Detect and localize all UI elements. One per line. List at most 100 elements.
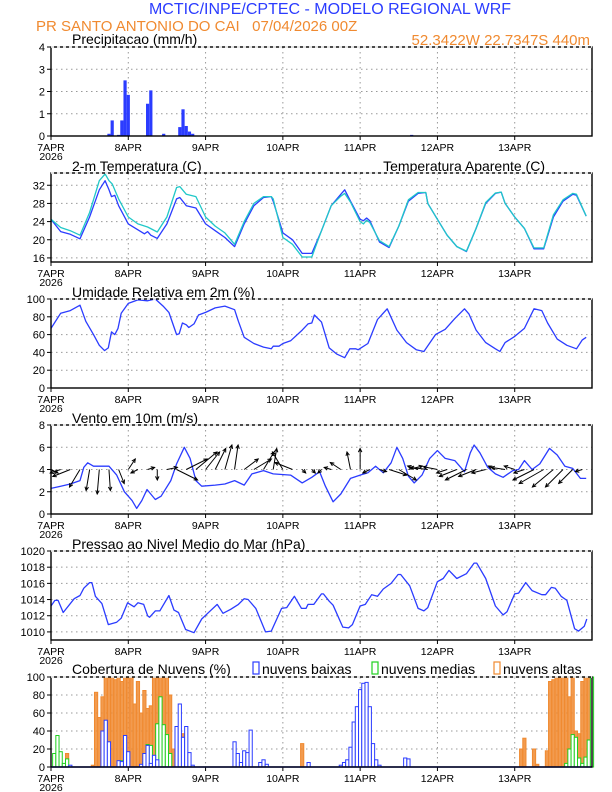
wind-vector-head	[489, 465, 496, 471]
cloud-bar-nuvens-baixas	[348, 746, 353, 768]
wind-vector-head	[212, 451, 218, 456]
wind-vector	[118, 469, 125, 484]
wind-vector-head	[329, 461, 335, 467]
legend-swatch-high	[493, 661, 501, 675]
cloud-title: Cobertura de Nuvens (%)	[72, 661, 231, 677]
wind-vector	[558, 469, 574, 484]
y-tick-label: 0	[39, 509, 45, 521]
cloud-bar-nuvens-altas	[557, 676, 562, 768]
cloud-bar-nuvens-baixas	[354, 706, 360, 768]
legend-low: nuvens baixas	[262, 661, 352, 677]
cloud-bar-nuvens-baixas	[367, 706, 372, 768]
rh-frame	[50, 298, 593, 389]
wind-vector-head	[84, 486, 89, 492]
x-tick-label: 9APR	[192, 268, 220, 280]
cloud-bar-nuvens-medias	[573, 736, 578, 768]
wind-vector-head	[68, 482, 74, 488]
wind-vector	[85, 469, 91, 491]
y-tick-label: 80	[33, 690, 45, 702]
x-tick-label: 13APR	[498, 142, 532, 154]
cloud-bar-nuvens-medias	[577, 757, 582, 768]
cloud-bar-nuvens-baixas	[103, 719, 108, 768]
wind-vector	[274, 462, 293, 470]
cloud-bar-nuvens-baixas	[126, 751, 131, 768]
x-tick-label: 12APR	[421, 646, 455, 658]
cloud-bar-nuvens-baixas	[155, 759, 160, 768]
main-title: MCTIC/INPE/CPTEC - MODELO REGIONAL WRF	[149, 1, 511, 18]
pressure-line-0	[50, 562, 588, 634]
wind-vector-head	[406, 465, 412, 470]
wind-vector-head	[323, 466, 329, 471]
precip-bar	[120, 120, 124, 136]
x-year-label: 2026	[39, 655, 63, 667]
wind-vector-head	[418, 464, 424, 469]
x-tick-label: 11APR	[344, 520, 377, 532]
wind-vector-head	[131, 458, 136, 464]
wind-vector-head	[51, 473, 57, 478]
wind-vector	[69, 469, 81, 488]
wind-vector	[545, 469, 564, 488]
x-tick-label: 7APR	[37, 142, 65, 154]
x-tick-label: 10APR	[266, 394, 300, 406]
wind-vector-head	[107, 486, 113, 492]
precip-bar	[149, 90, 153, 136]
wind-vector-head	[361, 469, 367, 474]
wind-vector	[324, 466, 332, 470]
wind-title: Vento em 10m (m/s)	[72, 410, 198, 426]
cloud-bar-nuvens-baixas	[403, 757, 408, 768]
cloud-bar-nuvens-altas	[580, 681, 585, 768]
x-tick-label: 10APR	[266, 646, 300, 658]
cloud-legend: nuvens baixas nuvens medias nuvens altas	[252, 661, 582, 677]
precip-panel: 0 1 2 3 4 7APR 8APR 9APR 10APR 11APR 12APR 13APR 202…	[37, 42, 593, 163]
wind-vector	[575, 469, 583, 473]
cloud-bar-nuvens-baixas	[370, 743, 376, 768]
x-tick-label: 9APR	[192, 773, 220, 785]
precip-bar	[181, 109, 185, 136]
apparent-temp-legend: Temperatura Aparente (C)	[383, 158, 545, 174]
wind-vector-head	[382, 468, 388, 473]
wind-vector-head	[193, 476, 199, 481]
temp-frame	[50, 172, 593, 263]
wind-panel: 0 2 4 6 8 7APR 8APR 9APR 10APR 11APR 12APR 13APR 202…	[37, 420, 593, 541]
cloud-bar-nuvens-baixas	[106, 741, 112, 768]
temp-line-0	[50, 180, 587, 255]
x-tick-label: 7APR	[37, 646, 65, 658]
rh-line-0	[50, 298, 587, 359]
x-year-label: 2026	[39, 782, 63, 792]
wind-vector-head	[470, 470, 476, 475]
y-tick-label: 1012	[21, 611, 45, 623]
cloud-bar-nuvens-medias	[161, 724, 166, 768]
wind-vector	[490, 466, 506, 470]
pressure-frame	[50, 550, 593, 641]
legend-swatch-mid	[371, 661, 379, 675]
y-tick-label: 8	[39, 420, 45, 432]
wind-vector	[147, 466, 155, 470]
x-tick-label: 11APR	[344, 394, 377, 406]
x-tick-label: 12APR	[421, 520, 455, 532]
wind-vector	[224, 444, 233, 470]
precip-bar	[191, 133, 195, 136]
wind-vector	[272, 448, 278, 470]
wind-vector	[410, 466, 428, 470]
wind-line-0	[50, 444, 587, 510]
cloud-bar-nuvens-altas	[522, 737, 527, 768]
precip-bar	[178, 127, 182, 136]
cloud-bar-nuvens-altas	[97, 717, 102, 768]
cloud-bar-nuvens-altas	[300, 743, 305, 768]
location-run: PR SANTO ANTONIO DO CAI 07/04/2026 00Z	[36, 18, 357, 35]
x-tick-label: 7APR	[37, 394, 65, 406]
y-tick-label: 2	[39, 87, 45, 99]
x-year-label: 2026	[39, 277, 63, 289]
wind-vector-head	[409, 465, 415, 471]
wind-vector	[471, 469, 486, 474]
cloud-bar-nuvens-altas	[554, 676, 559, 768]
x-year-label: 2026	[39, 151, 63, 163]
y-tick-label: 20	[33, 744, 45, 756]
cloud-bar-nuvens-baixas	[232, 741, 237, 768]
wind-vector-head	[444, 476, 450, 481]
station-coords: 52.3422W 22.7347S 440m	[412, 32, 590, 49]
cloud-bar-nuvens-baixas	[374, 759, 379, 768]
x-tick-label: 13APR	[498, 773, 532, 785]
precip-bar	[126, 94, 130, 136]
wind-vector	[108, 469, 111, 491]
